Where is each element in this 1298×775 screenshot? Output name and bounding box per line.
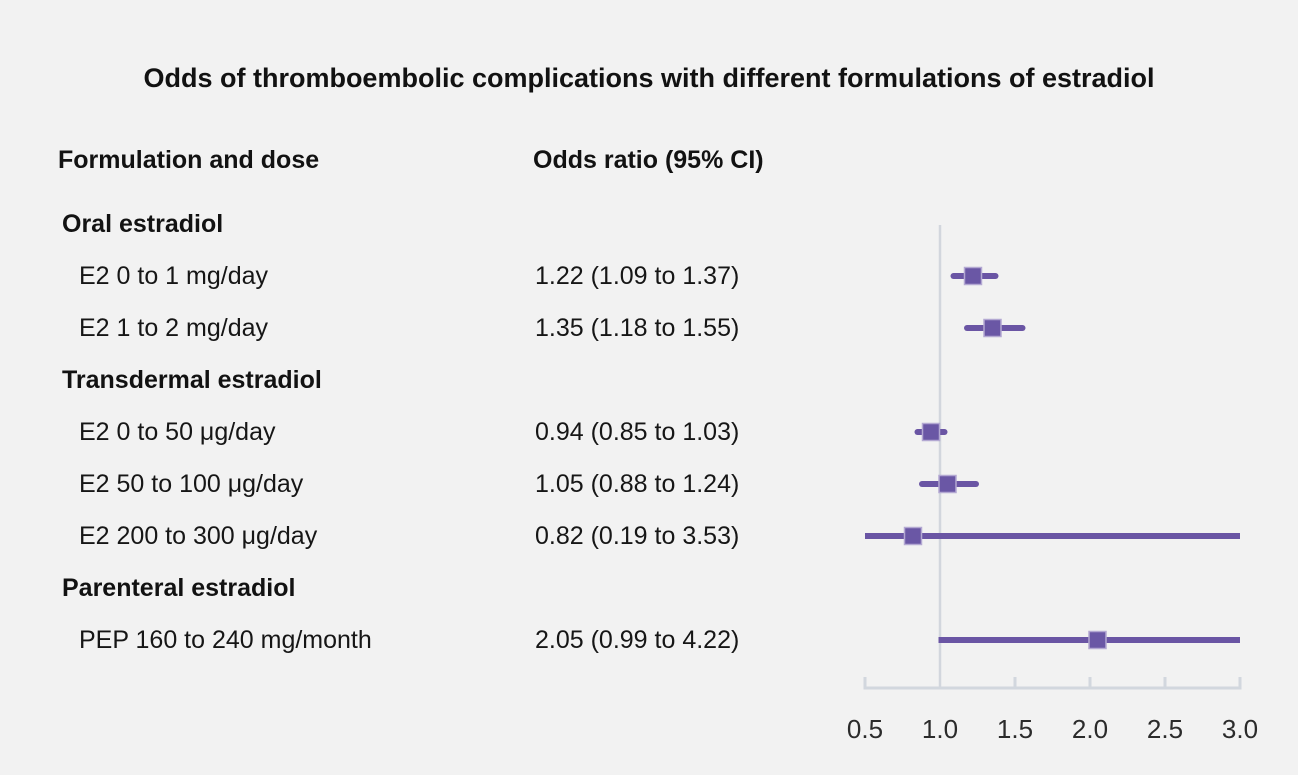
figure-title: Odds of thromboembolic complications wit… — [143, 63, 1155, 93]
group-label: Transdermal estradiol — [62, 366, 322, 394]
odds-ratio-marker — [938, 474, 957, 494]
row-odds-ratio-value: 0.94 (0.85 to 1.03) — [535, 418, 740, 446]
row-label: PEP 160 to 240 mg/month — [79, 626, 372, 654]
column-header-formulation: Formulation and dose — [58, 146, 320, 174]
row-label: E2 1 to 2 mg/day — [79, 314, 269, 342]
row-label: E2 0 to 50 μg/day — [79, 418, 276, 446]
x-axis-tick-label: 2.0 — [1072, 714, 1108, 744]
row-odds-ratio-value: 2.05 (0.99 to 4.22) — [535, 626, 740, 654]
odds-ratio-marker — [963, 266, 983, 286]
row-label: E2 200 to 300 μg/day — [79, 522, 318, 550]
x-axis-tick-label: 2.5 — [1147, 714, 1183, 744]
odds-ratio-marker — [921, 422, 941, 442]
row-odds-ratio-value: 1.05 (0.88 to 1.24) — [535, 470, 740, 498]
column-header-odds-ratio: Odds ratio (95% CI) — [533, 146, 764, 174]
row-label: E2 0 to 1 mg/day — [79, 262, 269, 290]
odds-ratio-marker — [903, 526, 923, 546]
group-label: Parenteral estradiol — [62, 574, 296, 602]
x-axis-tick-label: 3.0 — [1222, 714, 1258, 744]
row-label: E2 50 to 100 μg/day — [79, 470, 304, 498]
odds-ratio-marker — [983, 318, 1002, 338]
row-odds-ratio-value: 1.35 (1.18 to 1.55) — [535, 314, 740, 342]
group-label: Oral estradiol — [62, 210, 224, 238]
row-odds-ratio-value: 1.22 (1.09 to 1.37) — [535, 262, 740, 290]
x-axis-tick-label: 1.5 — [997, 714, 1033, 744]
x-axis-tick-label: 0.5 — [847, 714, 883, 744]
row-odds-ratio-value: 0.82 (0.19 to 3.53) — [535, 522, 740, 550]
odds-ratio-marker — [1088, 630, 1107, 650]
x-axis-tick-label: 1.0 — [922, 714, 958, 744]
